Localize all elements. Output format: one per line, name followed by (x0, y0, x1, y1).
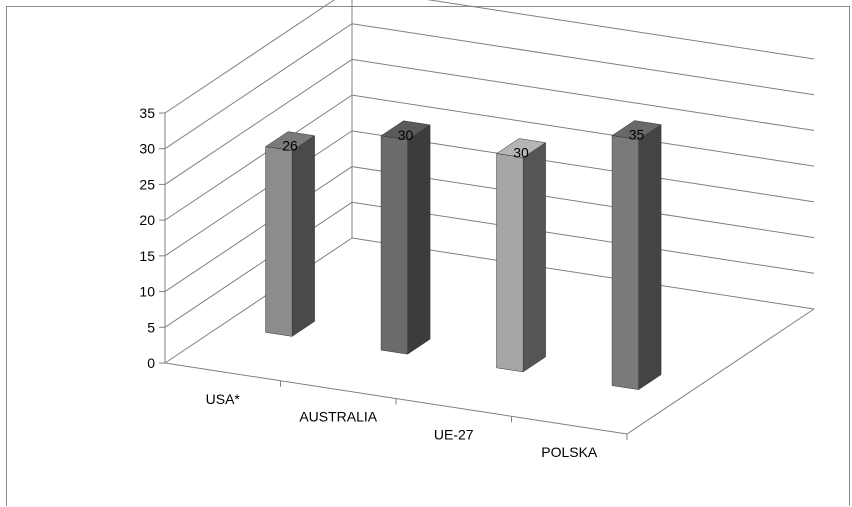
bars (264, 120, 662, 391)
bar-side-face (522, 142, 546, 373)
y-tick-label: 25 (139, 176, 155, 192)
bar-usa- (264, 131, 316, 337)
bar-front-face (265, 146, 293, 337)
y-tick-label: 10 (139, 284, 155, 300)
y-tick-label: 35 (139, 105, 155, 121)
gridline-left-wall (164, 23, 353, 150)
y-tick-labels: 0 5 10 15 20 25 30 35 (139, 105, 155, 371)
gridline-left-wall (164, 201, 353, 328)
gridline-left-wall (164, 166, 353, 292)
data-label: 26 (282, 138, 298, 154)
data-label: 30 (513, 145, 529, 161)
y-axis (159, 0, 628, 440)
y-tick-label: 30 (139, 141, 155, 157)
x-category-label: POLSKA (541, 444, 598, 460)
data-label: 30 (398, 127, 414, 143)
data-label: 35 (629, 127, 645, 143)
bar-front-face (380, 135, 408, 355)
y-tick-label: 0 (147, 355, 155, 371)
x-category-label: UE-27 (434, 426, 474, 442)
x-category-label: AUSTRALIA (299, 409, 377, 425)
floor-left-edge (164, 237, 353, 364)
y-tick-label: 5 (147, 319, 155, 335)
gridline-left-wall (164, 59, 353, 185)
bar-polska (611, 120, 662, 391)
gridline-back-wall (351, 23, 815, 96)
bar-front-face (496, 153, 524, 373)
gridlines (164, 0, 815, 328)
gridline-left-wall (164, 0, 335, 114)
bar-australia (380, 120, 431, 355)
gridline-left-wall (164, 94, 353, 221)
x-category-label: USA* (206, 391, 241, 407)
chart-frame (6, 6, 850, 506)
bar-ue-27 (495, 138, 547, 373)
gridline-back-wall (426, 0, 815, 60)
bar-side-face (407, 124, 431, 355)
bar-front-face (611, 135, 639, 390)
bar-side-face (638, 124, 662, 391)
data-labels: 26 30 30 35 (282, 127, 644, 161)
y-tick-label: 20 (139, 212, 155, 228)
x-tick-labels: USA* AUSTRALIA UE-27 POLSKA (206, 391, 598, 460)
gridline-back-wall (351, 58, 815, 131)
floor-right-edge (626, 308, 815, 435)
y-tick-label: 15 (139, 248, 155, 264)
bar-side-face (291, 135, 315, 337)
gridline-left-wall (164, 130, 353, 257)
chart-walls (164, 237, 815, 435)
gridline-back-wall (351, 94, 815, 167)
